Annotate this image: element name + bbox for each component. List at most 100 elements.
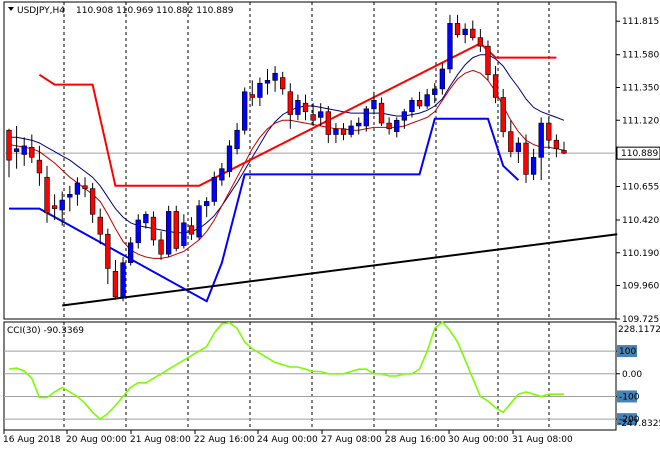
candle: [211, 171, 217, 206]
time-tick-label: 22 Aug 16:00: [194, 435, 255, 445]
candle: [13, 125, 20, 169]
candle: [356, 117, 362, 135]
candle-body: [447, 23, 453, 70]
candle: [97, 208, 103, 245]
candle-body: [264, 80, 271, 84]
candle: [485, 40, 491, 81]
candle-body: [249, 94, 255, 98]
candle: [166, 205, 172, 258]
candle: [523, 134, 529, 183]
candle: [234, 123, 240, 155]
candle: [546, 117, 552, 149]
candle-body: [318, 111, 324, 118]
candle-body: [173, 211, 179, 249]
cci-level-label: 100: [619, 347, 636, 357]
candle: [538, 117, 544, 181]
candle: [401, 108, 407, 129]
main-panel-frame: [3, 1, 617, 320]
candle: [454, 14, 461, 38]
overlay-ma_slow: [9, 54, 565, 234]
symbol-label: USDJPY,H4: [17, 6, 65, 16]
time-tick-label: 16 Aug 2018: [3, 435, 61, 445]
candle-body: [21, 145, 27, 155]
candle-body: [401, 111, 407, 121]
price-tick-label: 111.350: [622, 83, 659, 93]
candle-body: [74, 182, 81, 195]
candle: [416, 91, 423, 109]
candle-body: [135, 219, 141, 244]
candle: [188, 217, 195, 240]
candle-body: [89, 188, 96, 215]
candle: [295, 94, 301, 121]
candle: [561, 141, 567, 155]
price-tick-label: 110.420: [622, 216, 659, 226]
candle: [51, 194, 58, 220]
candle: [439, 63, 446, 95]
candle: [249, 80, 255, 107]
candle-body: [143, 213, 149, 224]
cci-level-box: [617, 390, 637, 403]
candle-body: [325, 111, 331, 135]
candle-body: [454, 23, 461, 36]
candle: [394, 117, 400, 138]
candle-body: [477, 37, 484, 47]
candle-body: [257, 82, 263, 98]
candle: [409, 97, 415, 118]
candle-body: [538, 122, 544, 158]
price-tick-label: 109.725: [622, 315, 659, 325]
candle: [386, 117, 392, 135]
candle-body: [546, 122, 552, 141]
candle-body: [280, 77, 286, 90]
candle: [173, 205, 179, 252]
candle: [67, 185, 73, 212]
cci-label: CCI(30) -90.3369: [7, 326, 84, 336]
candle-body: [356, 122, 362, 127]
candle-body: [333, 128, 339, 135]
candle: [424, 88, 430, 109]
candle-body: [424, 94, 430, 107]
candle: [82, 177, 88, 198]
triangle-down-icon[interactable]: [8, 7, 14, 11]
candle: [44, 165, 50, 223]
candle-body: [51, 205, 58, 209]
candle-body: [158, 239, 164, 255]
candle-body: [127, 242, 134, 264]
candle-body: [204, 201, 210, 207]
candle: [310, 103, 316, 126]
candle-body: [6, 129, 12, 161]
candle: [363, 106, 369, 132]
cci-level-box: [617, 345, 637, 358]
candle: [127, 237, 134, 266]
candle: [21, 137, 27, 166]
candle: [508, 120, 514, 158]
candle: [340, 123, 347, 141]
candle: [500, 88, 506, 138]
price-grid: [4, 2, 616, 430]
candle-body: [348, 125, 354, 135]
candle-body: [310, 114, 316, 121]
candle: [325, 106, 331, 144]
candle-body: [97, 216, 103, 235]
candle: [477, 29, 484, 52]
candle-body: [82, 185, 88, 189]
candle: [447, 14, 453, 74]
candle: [6, 128, 12, 178]
cci-level-box: [617, 413, 637, 426]
candle-body: [36, 159, 43, 174]
cci-max-label: 228.1172: [618, 325, 660, 335]
cci-level-label: 0.00: [622, 370, 642, 380]
price-axis: 111.815 111.580 111.350 111.120 110.655 110.4…: [616, 17, 660, 325]
price-tick-label: 111.580: [622, 51, 659, 61]
price-tick-label: 111.815: [622, 17, 659, 27]
candle-body: [386, 122, 392, 130]
candle-body: [378, 102, 385, 124]
candle: [143, 211, 149, 229]
overlay-ma_fast: [8, 69, 565, 259]
candle-body: [272, 72, 278, 81]
candle-body: [13, 148, 20, 152]
candle-body: [500, 97, 506, 132]
candle: [462, 23, 468, 44]
cci-series-line: [8, 320, 564, 421]
candle: [302, 94, 309, 121]
